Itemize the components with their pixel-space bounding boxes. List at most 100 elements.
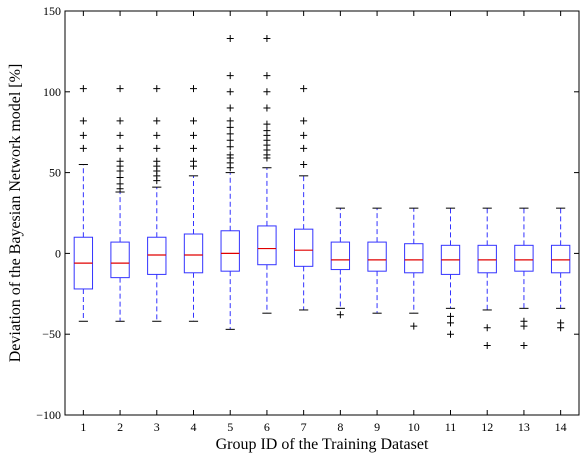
outlier-point xyxy=(190,144,197,152)
y-tick-label: 150 xyxy=(43,4,61,18)
plot-area xyxy=(64,10,580,416)
outlier-point xyxy=(116,85,124,93)
outlier-point xyxy=(483,342,491,350)
x-tick-label: 10 xyxy=(408,420,420,434)
outlier-point xyxy=(116,157,124,165)
outlier-point xyxy=(226,130,234,138)
x-tick-label: 13 xyxy=(518,420,530,434)
outlier-point xyxy=(79,131,87,139)
outlier-point xyxy=(263,120,271,128)
outlier-point xyxy=(226,72,234,80)
outlier-point xyxy=(520,342,528,350)
outlier-point xyxy=(263,88,271,96)
outlier-point xyxy=(153,157,161,165)
box-iqr xyxy=(110,241,130,279)
y-tick-label: 100 xyxy=(43,85,61,99)
outlier-point xyxy=(190,131,197,139)
outlier-point xyxy=(79,117,87,125)
outlier-point xyxy=(226,143,234,151)
outlier-point xyxy=(226,151,234,159)
box-group-10 xyxy=(404,207,424,330)
outlier-point xyxy=(116,173,124,181)
outlier-point xyxy=(520,322,528,330)
outlier-point xyxy=(190,85,197,93)
outlier-point xyxy=(153,144,161,152)
x-tick-label: 8 xyxy=(337,420,343,434)
outlier-point xyxy=(410,322,418,330)
outlier-point xyxy=(153,131,161,139)
box-group-12 xyxy=(477,207,497,350)
box-iqr xyxy=(330,241,351,271)
outlier-point xyxy=(153,85,161,93)
x-axis: 1 2 3 4 5 6 7 8 9 10 11 12 13 14 xyxy=(80,11,567,434)
outlier-point xyxy=(263,127,271,135)
y-axis-label: Deviation of the Bayesian Network model … xyxy=(7,64,24,363)
outlier-point xyxy=(300,85,308,93)
outlier-point xyxy=(116,131,124,139)
outlier-point xyxy=(300,117,308,125)
x-tick-label: 11 xyxy=(445,420,457,434)
x-tick-label: 9 xyxy=(374,420,380,434)
outlier-point xyxy=(336,311,344,319)
outlier-point xyxy=(300,161,308,169)
y-tick-label: −100 xyxy=(36,408,61,422)
box-group-8 xyxy=(330,207,351,319)
outlier-point xyxy=(226,123,234,131)
box-iqr xyxy=(404,243,424,274)
outlier-point xyxy=(116,180,124,188)
outlier-point xyxy=(116,117,124,125)
box-group-13 xyxy=(514,207,534,350)
box-group-3 xyxy=(147,85,167,322)
box-group-7 xyxy=(293,85,314,311)
box-group-4 xyxy=(183,85,204,322)
outlier-point xyxy=(447,312,454,320)
outlier-point xyxy=(79,144,87,152)
x-tick-label: 7 xyxy=(301,420,307,434)
y-tick-label: −50 xyxy=(42,327,61,341)
x-axis-label: Group ID of the Training Dataset xyxy=(216,436,429,453)
box-group-1 xyxy=(73,85,94,322)
outlier-point xyxy=(300,131,308,139)
box-group-11 xyxy=(440,207,461,338)
outlier-point xyxy=(190,157,197,165)
outlier-point xyxy=(190,117,197,125)
box-iqr xyxy=(147,236,167,275)
outlier-point xyxy=(483,324,491,332)
outlier-point xyxy=(263,104,271,112)
x-tick-label: 14 xyxy=(555,420,567,434)
y-tick-label: 50 xyxy=(49,166,61,180)
box-series xyxy=(73,34,571,350)
outlier-point xyxy=(226,117,234,125)
outlier-point xyxy=(447,330,454,338)
box-group-6 xyxy=(257,34,277,314)
outlier-point xyxy=(557,324,565,332)
outlier-point xyxy=(226,136,234,144)
x-tick-label: 6 xyxy=(264,420,270,434)
box-iqr xyxy=(477,244,497,274)
box-iqr xyxy=(257,225,277,266)
x-tick-label: 3 xyxy=(154,420,160,434)
outlier-point xyxy=(226,88,234,96)
box-iqr xyxy=(550,244,571,274)
box-group-5 xyxy=(220,34,240,330)
box-iqr xyxy=(514,244,534,272)
y-tick-label: 0 xyxy=(55,246,61,260)
x-tick-label: 5 xyxy=(227,420,233,434)
outlier-point xyxy=(447,319,454,327)
box-group-9 xyxy=(367,207,387,314)
box-iqr xyxy=(367,241,387,272)
x-tick-label: 1 xyxy=(80,420,86,434)
box-group-14 xyxy=(550,207,571,332)
box-iqr xyxy=(183,233,204,274)
outlier-point xyxy=(116,144,124,152)
x-tick-label: 4 xyxy=(191,420,197,434)
box-iqr xyxy=(220,230,240,272)
x-tick-label: 2 xyxy=(117,420,123,434)
outlier-point xyxy=(153,117,161,125)
y-axis: −100 −50 0 50 100 150 xyxy=(36,4,579,422)
outlier-point xyxy=(79,85,87,93)
box-group-2 xyxy=(110,85,130,322)
outlier-point xyxy=(226,34,234,42)
outlier-point xyxy=(263,34,271,42)
